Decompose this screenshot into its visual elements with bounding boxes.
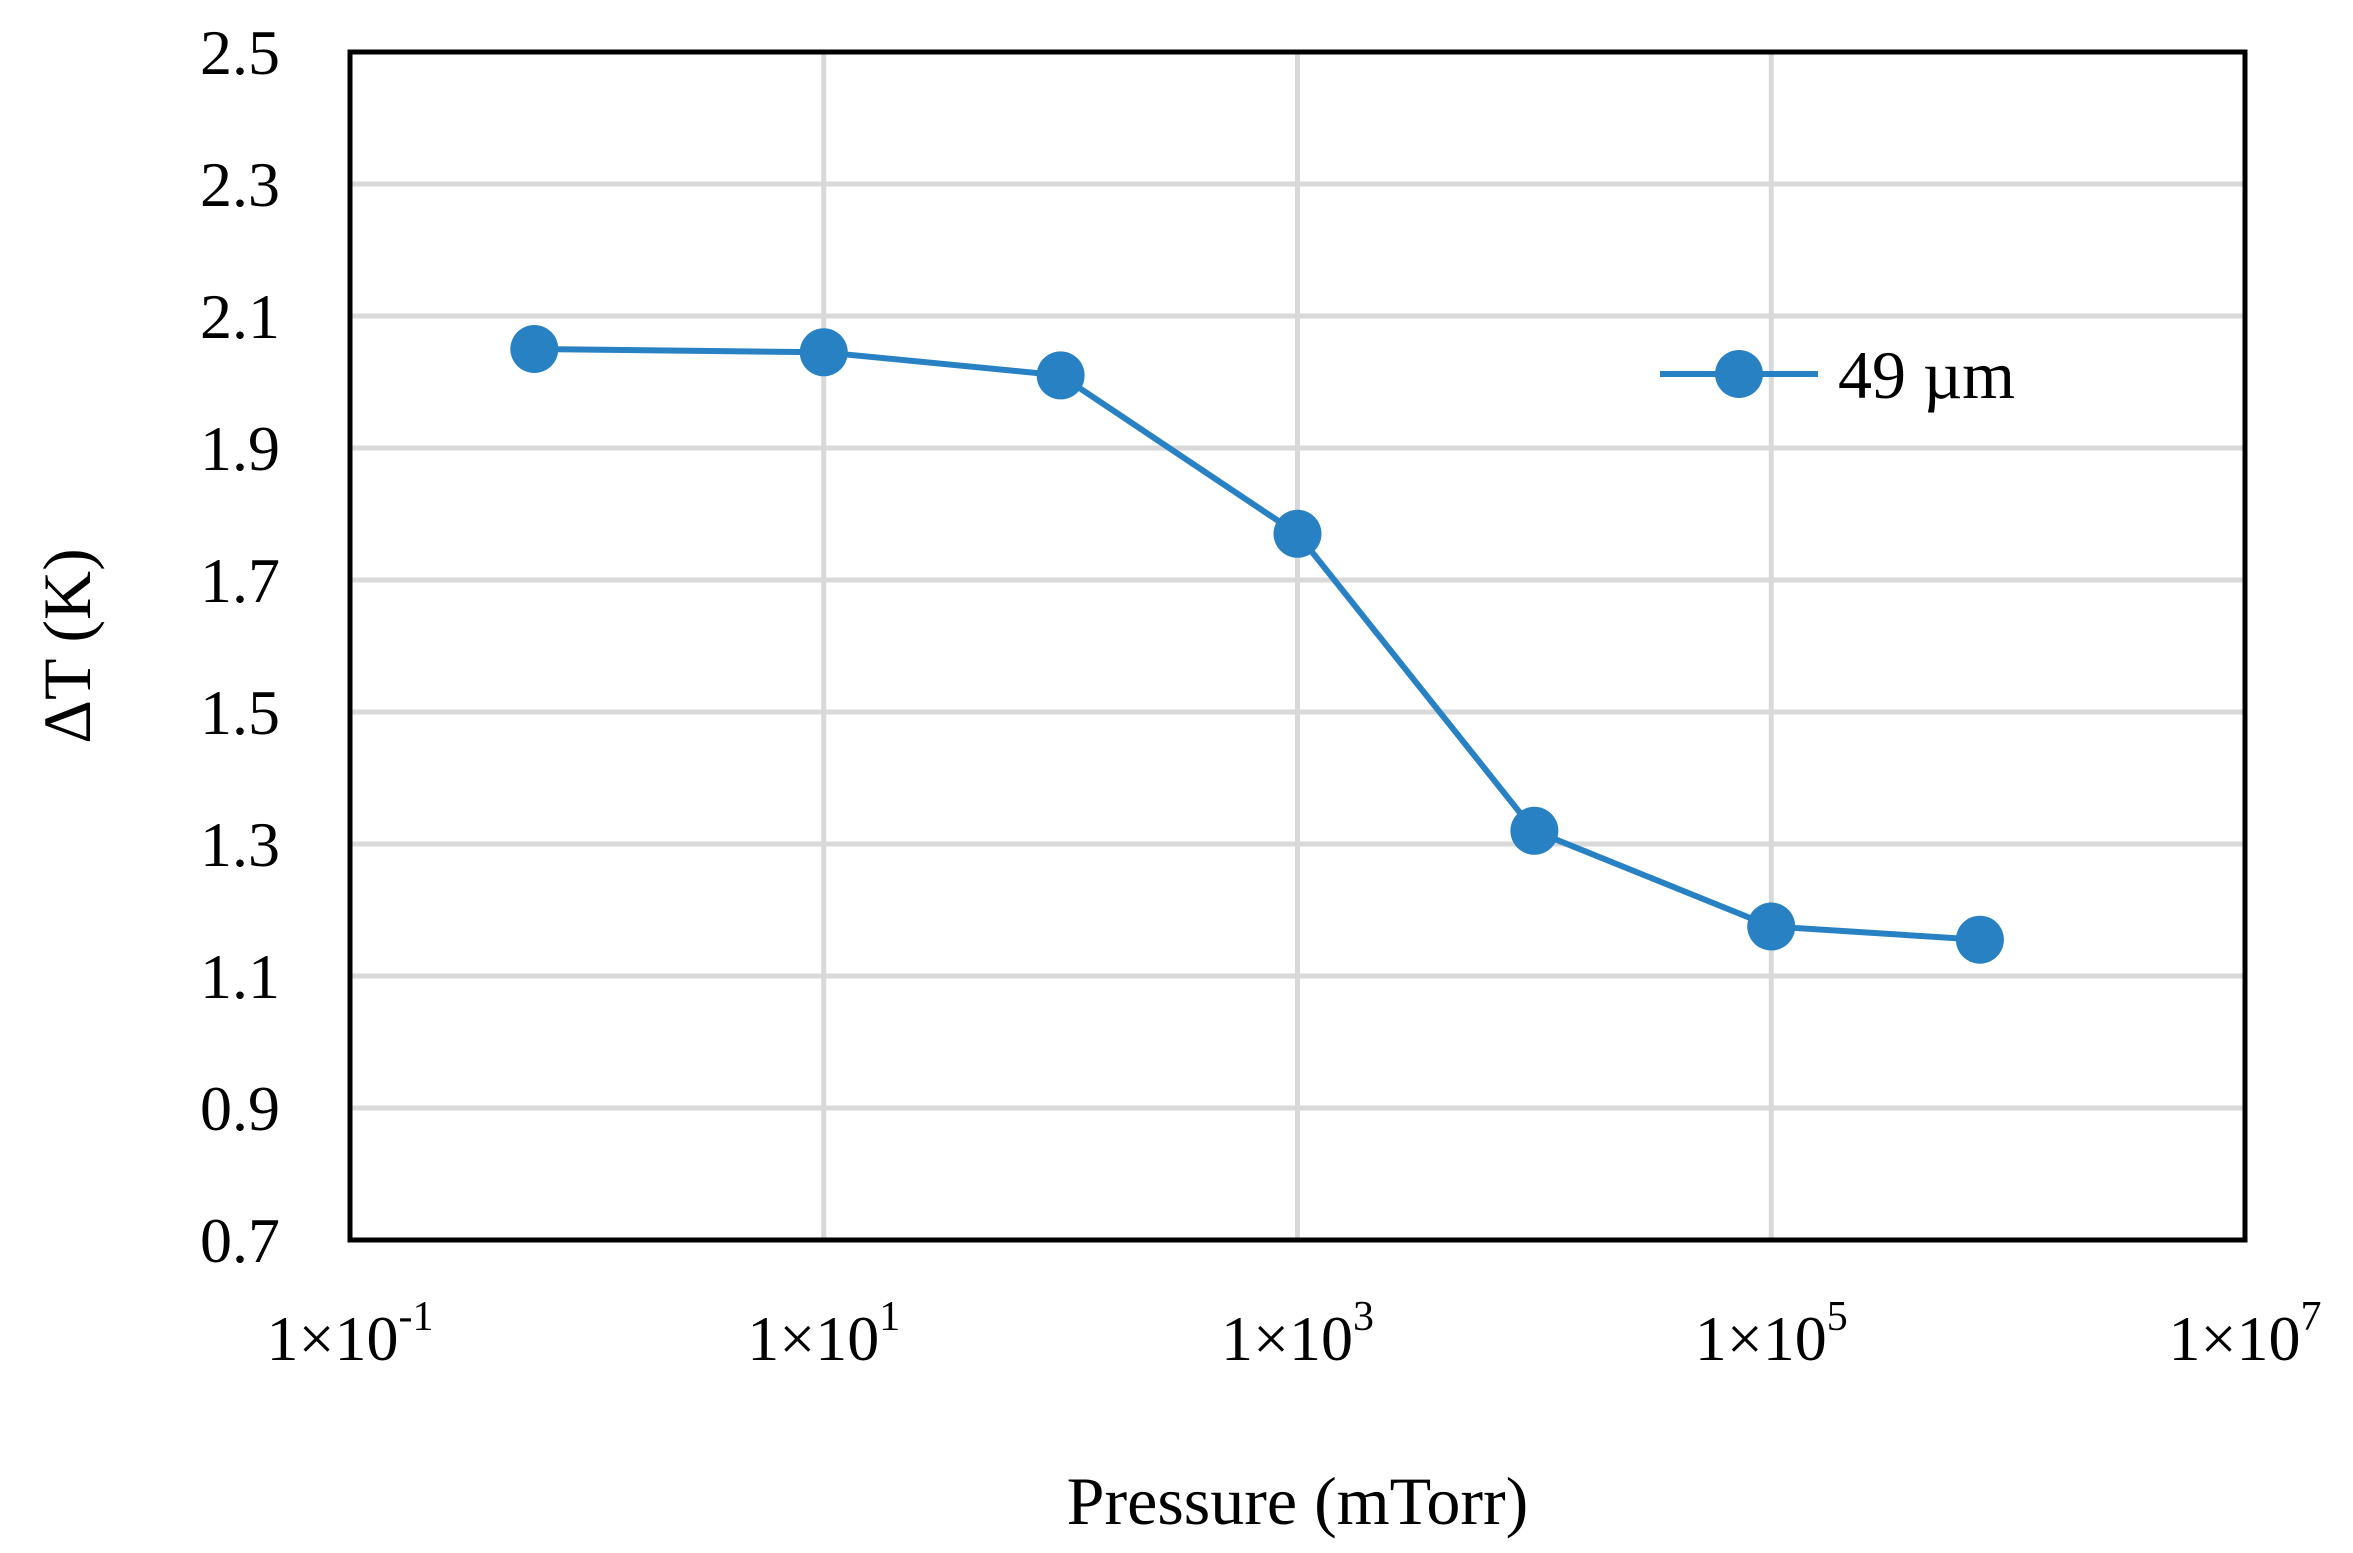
y-tick-label: 1.1 — [200, 941, 280, 1012]
x-tick-base: 1×10 — [747, 1303, 879, 1374]
y-axis-tick-labels: 0.7 0.9 1.1 1.3 1.5 1.7 1.9 2.1 2.3 2.5 — [200, 17, 280, 1276]
legend[interactable]: 49 µm — [1660, 337, 2015, 413]
plot-frame — [347, 49, 2248, 1243]
x-tick-base: 1×10 — [266, 1303, 398, 1374]
y-tick-label: 0.7 — [200, 1205, 280, 1276]
x-tick-label: 1×101 — [747, 1294, 900, 1374]
x-axis-title: Pressure (mTorr) — [1067, 1463, 1529, 1539]
data-point[interactable] — [1036, 351, 1085, 400]
x-tick-label: 1×103 — [1221, 1294, 1374, 1374]
data-point[interactable] — [510, 325, 559, 373]
data-point[interactable] — [799, 328, 848, 377]
y-tick-label: 2.3 — [200, 149, 280, 220]
legend-label: 49 µm — [1838, 337, 2015, 413]
data-point[interactable] — [1747, 902, 1796, 951]
x-tick-base: 1×10 — [1695, 1303, 1827, 1374]
data-point[interactable] — [1955, 915, 2004, 964]
x-tick-exponent: 3 — [1353, 1294, 1374, 1340]
x-tick-exponent: 7 — [2301, 1294, 2322, 1340]
legend-point-marker — [1715, 350, 1763, 398]
x-tick-exponent: -1 — [399, 1294, 434, 1340]
x-tick-base: 1×10 — [2168, 1303, 2300, 1374]
y-tick-label: 1.9 — [200, 413, 280, 484]
x-tick-label: 1×10-1 — [266, 1294, 433, 1374]
y-tick-label: 1.5 — [200, 677, 280, 748]
y-tick-label: 0.9 — [200, 1073, 280, 1144]
x-tick-exponent: 5 — [1827, 1294, 1848, 1340]
x-tick-base: 1×10 — [1221, 1303, 1353, 1374]
y-tick-label: 1.3 — [200, 809, 280, 880]
y-tick-label: 2.1 — [200, 281, 280, 352]
y-tick-label: 1.7 — [200, 545, 280, 616]
x-tick-exponent: 1 — [879, 1294, 900, 1340]
series-line — [534, 346, 1981, 943]
grid-lines — [347, 49, 2248, 1243]
y-axis-title: ΔT (K) — [29, 548, 105, 743]
data-point[interactable] — [1273, 509, 1322, 558]
x-axis-tick-labels: 1×10-1 1×101 1×103 1×105 1×107 — [266, 1294, 2321, 1374]
data-point[interactable] — [1510, 806, 1559, 855]
series-layer — [510, 325, 2004, 964]
y-tick-label: 2.5 — [200, 17, 280, 88]
x-tick-label: 1×107 — [2168, 1294, 2321, 1374]
x-tick-label: 1×105 — [1695, 1294, 1848, 1374]
